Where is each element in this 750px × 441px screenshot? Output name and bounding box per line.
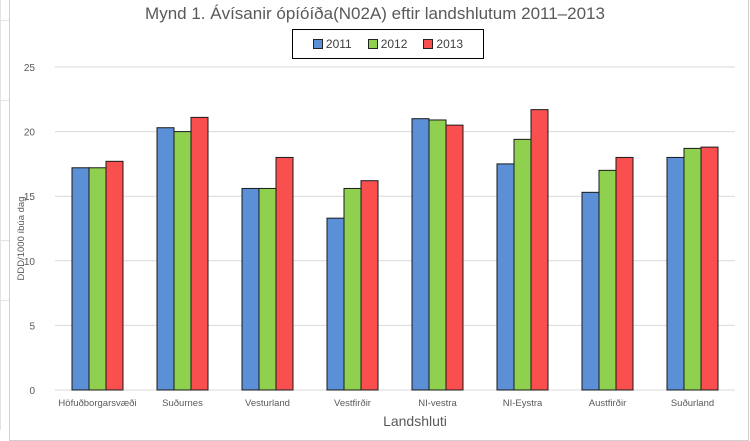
legend-item-2011: 2011 <box>312 37 352 51</box>
y-axis-title: DDD/1000 íbúa dag <box>16 197 27 281</box>
x-tick-label: Austfirðir <box>589 398 626 409</box>
bar-2013 <box>275 156 294 391</box>
bar-2013 <box>530 109 549 391</box>
bar-2011 <box>326 217 345 391</box>
y-tick-label: 25 <box>24 63 36 74</box>
bar-2013 <box>190 116 209 391</box>
legend-swatch <box>312 39 323 49</box>
x-axis-title: Landshluti <box>383 413 447 429</box>
x-tick-label: Höfuðborgarsvæði <box>58 398 136 409</box>
bar-2012 <box>683 147 702 391</box>
y-tick-label: 0 <box>29 386 35 397</box>
x-tick-label: Vestfirðir <box>334 398 371 409</box>
bar-2013 <box>615 156 634 391</box>
legend-swatch <box>423 39 434 49</box>
y-tick-label: 5 <box>29 321 35 332</box>
bar-2012 <box>428 119 447 391</box>
x-tick-label: Suðurland <box>671 398 714 409</box>
legend-label: 2012 <box>380 37 408 51</box>
plot-area: 0 5 10 15 20 25 Höfuðborgarsvæði Suðurnes Vestur… <box>16 63 735 429</box>
y-tick-label: 15 <box>24 192 36 203</box>
bar-2011 <box>581 191 600 391</box>
bar-2011 <box>496 163 515 391</box>
legend-label: 2013 <box>436 37 464 51</box>
legend-swatch <box>367 39 378 49</box>
legend[interactable]: 2011 2012 2013 <box>292 29 484 59</box>
bar-2013 <box>360 180 379 391</box>
x-tick-label: NI-Eystra <box>503 398 543 409</box>
bar-2011 <box>411 118 430 391</box>
bar-2011 <box>156 127 175 391</box>
bar-2011 <box>71 167 90 391</box>
x-tick-label: NI-vestra <box>418 398 457 409</box>
legend-item-2012: 2012 <box>367 37 408 51</box>
bar-2012 <box>343 187 362 391</box>
x-tick-label: Suðurnes <box>162 398 203 409</box>
bar-2012 <box>88 167 107 391</box>
bar-2012 <box>258 187 277 391</box>
y-tick-label: 10 <box>24 257 36 268</box>
legend-item-2013: 2013 <box>423 37 463 51</box>
chart-title: Mynd 1. Ávísanir ópíóíða(N02A) eftir lan… <box>145 4 605 23</box>
bar-2013 <box>700 146 719 391</box>
bar-2013 <box>445 124 464 391</box>
bar-2011 <box>666 156 685 391</box>
bar-2013 <box>105 160 124 391</box>
y-tick-label: 20 <box>24 128 36 139</box>
legend-label: 2011 <box>325 37 352 51</box>
bar-2012 <box>513 138 532 391</box>
x-tick-label: Vesturland <box>245 398 290 409</box>
bar-2012 <box>598 169 617 391</box>
bar-2011 <box>241 187 260 391</box>
bar-2012 <box>173 131 192 391</box>
